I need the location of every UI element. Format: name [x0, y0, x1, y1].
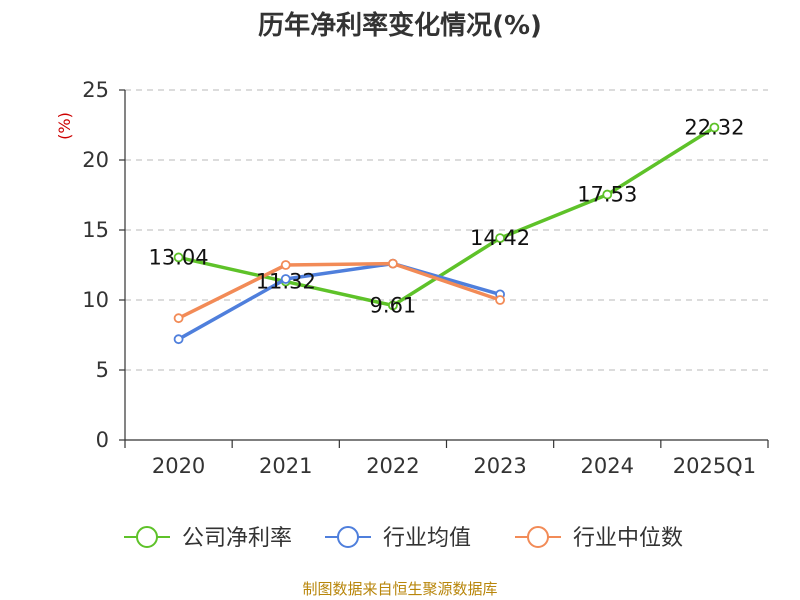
- data-point: [280, 274, 291, 284]
- series-line: [176, 261, 502, 341]
- data-label: 9.61: [370, 293, 417, 317]
- grid-lines: [125, 89, 768, 371]
- legend-label: 行业中位数: [573, 526, 683, 551]
- chart-title: 历年净利率变化情况(%): [258, 10, 542, 41]
- series-line: [176, 125, 717, 308]
- data-point: [495, 295, 505, 305]
- data-label: 14.42: [470, 226, 530, 250]
- data-point: [388, 300, 398, 311]
- legend-marker: [527, 526, 549, 548]
- x-tick-label: 2021: [259, 454, 312, 478]
- legend-marker: [136, 526, 158, 548]
- y-axis-unit: (%): [55, 112, 74, 140]
- y-tick-label: 20: [82, 148, 109, 172]
- data-point: [173, 252, 184, 263]
- legend-label: 公司净利率: [182, 526, 292, 551]
- data-point: [173, 334, 184, 345]
- series-line: [176, 261, 502, 320]
- x-tick-label: 2020: [152, 454, 205, 478]
- data-label: 22.32: [684, 116, 744, 140]
- x-tick-label: 2024: [581, 454, 634, 478]
- y-tick-label: 10: [82, 288, 109, 312]
- data-point: [388, 258, 398, 269]
- axes: 0 5 10 15 20 25 2020 2021 2022 2023 2024 2025Q1: [82, 78, 769, 478]
- source-note: 制图数据来自恒生聚源数据库: [302, 580, 497, 598]
- data-point: [602, 189, 613, 200]
- x-tick-label: 2023: [473, 454, 526, 478]
- data-labels: 13.04 11.32 9.61 14.42 17.53 22.32: [149, 116, 745, 318]
- legend-marker: [337, 526, 359, 548]
- data-label: 17.53: [577, 183, 637, 207]
- series-lines: [173, 122, 720, 345]
- y-tick-label: 15: [82, 218, 109, 242]
- data-point: [280, 260, 291, 270]
- x-tick-label: 2022: [366, 454, 419, 478]
- x-tick-label: 2025Q1: [673, 454, 756, 478]
- data-point: [495, 233, 505, 244]
- data-point: [173, 313, 184, 324]
- data-point: [709, 122, 720, 133]
- legend: 公司净利率 行业均值 行业中位数: [124, 526, 683, 551]
- y-tick-label: 5: [96, 358, 109, 382]
- y-tick-label: 25: [82, 78, 109, 102]
- y-tick-label: 0: [96, 428, 109, 452]
- data-label: 13.04: [149, 245, 209, 269]
- data-label: 11.32: [256, 270, 316, 294]
- legend-label: 行业均值: [383, 526, 471, 551]
